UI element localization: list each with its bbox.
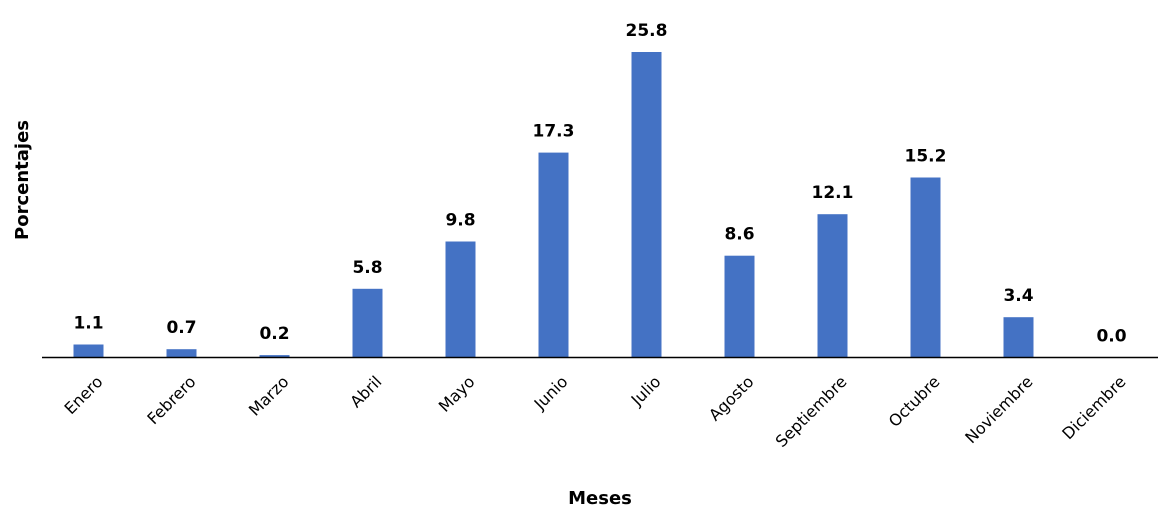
data-label-septiembre: 12.1	[812, 183, 854, 203]
data-label-enero: 1.1	[73, 314, 103, 334]
x-tick-label-enero: Enero	[60, 372, 106, 418]
data-label-diciembre: 0.0	[1096, 327, 1126, 347]
data-label-mayo: 9.8	[445, 211, 475, 231]
data-label-junio: 17.3	[533, 122, 575, 142]
x-tick-label-febrero: Febrero	[143, 372, 199, 428]
x-tick-label-marzo: Marzo	[245, 372, 293, 420]
bar-noviembre	[1003, 317, 1034, 358]
x-tick-label-noviembre: Noviembre	[961, 372, 1036, 447]
data-label-agosto: 8.6	[724, 225, 754, 245]
x-tick-label-diciembre: Diciembre	[1058, 372, 1129, 443]
bar-abril	[352, 288, 383, 358]
x-tick-label-julio: Julio	[627, 372, 665, 410]
data-label-julio: 25.8	[626, 21, 668, 41]
data-label-noviembre: 3.4	[1003, 286, 1033, 306]
x-tick-label-mayo: Mayo	[435, 372, 479, 416]
data-label-octubre: 15.2	[905, 147, 947, 167]
bar-junio	[538, 152, 569, 358]
bar-enero	[73, 344, 104, 358]
bar-mayo	[445, 241, 476, 358]
x-tick-label-octubre: Octubre	[885, 372, 944, 431]
data-label-abril: 5.8	[352, 258, 382, 278]
data-label-marzo: 0.2	[259, 324, 289, 344]
bar-agosto	[724, 255, 755, 358]
x-tick-label-septiembre: Septiembre	[772, 372, 851, 451]
bar-julio	[631, 52, 662, 358]
x-axis-title: Meses	[568, 488, 632, 509]
x-tick-label-abril: Abril	[346, 372, 385, 411]
x-tick-label-agosto: Agosto	[705, 372, 758, 425]
data-labels-layer: 1.1 0.7 0.2 5.8 9.8 17.3 25.8 8.6 12.1 15.2 3.4 0.0	[73, 21, 1126, 347]
bars-layer	[73, 52, 1034, 358]
y-axis-title: Porcentajes	[12, 120, 33, 240]
bar-octubre	[910, 177, 941, 358]
x-tick-label-junio: Junio	[530, 372, 572, 414]
x-tick-labels-layer: Enero Febrero Marzo Abril Mayo Junio Julio Agos…	[60, 372, 1129, 451]
data-label-febrero: 0.7	[166, 318, 196, 338]
bar-marzo	[259, 355, 290, 358]
bar-febrero	[166, 349, 197, 358]
bar-septiembre	[817, 214, 848, 358]
